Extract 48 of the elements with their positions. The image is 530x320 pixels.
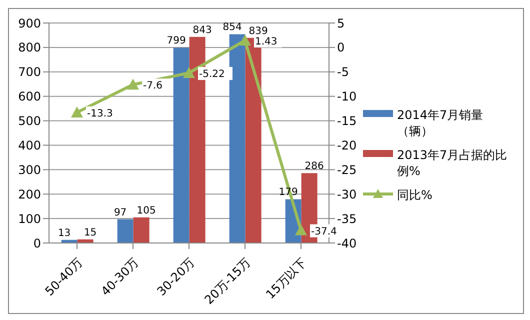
data-label: 15	[84, 227, 97, 238]
y2-tick-label: 0	[337, 40, 345, 55]
data-label: -5.22	[199, 68, 225, 80]
y-tick-label: 200	[18, 187, 41, 202]
data-label: 843	[192, 24, 212, 36]
bar	[229, 34, 246, 243]
y-tick-label: 0	[33, 236, 41, 250]
y2-tick-label: -15	[337, 114, 357, 128]
y-tick-label: 800	[18, 40, 41, 55]
y-tick-label: 900	[18, 16, 41, 30]
data-label: 105	[136, 205, 156, 216]
y2-tick-label: -20	[337, 138, 357, 152]
y2-tick-label: 5	[337, 16, 345, 30]
data-label: 799	[166, 36, 186, 47]
y2-tick-label: -5	[337, 65, 349, 80]
x-tick-label: 20万-15万	[202, 255, 254, 307]
bar	[173, 48, 190, 243]
y-tick-label: 100	[18, 212, 41, 226]
data-label: 1.43	[255, 36, 278, 48]
point	[239, 34, 251, 46]
data-label: 286	[304, 161, 324, 172]
data-label: 854	[222, 22, 242, 34]
bar	[117, 219, 134, 243]
y2-tick-label: -25	[337, 162, 357, 177]
x-tick-label: 15万以下	[263, 255, 310, 302]
point	[183, 66, 195, 78]
data-label: -37.4	[311, 226, 337, 238]
point	[295, 224, 307, 236]
legend-label: 2014年7月销量（辆）	[397, 107, 484, 139]
y2-tick-label: -30	[337, 187, 357, 202]
y-tick-label: 700	[18, 65, 41, 80]
point	[127, 78, 139, 90]
data-label: -13.3	[87, 108, 113, 120]
bar	[133, 217, 150, 243]
y2-tick-label: -10	[337, 90, 357, 104]
data-label: 97	[114, 207, 127, 218]
data-label: -7.6	[143, 80, 163, 92]
y-tick-label: 600	[18, 90, 41, 104]
y2-tick-label: -40	[337, 236, 357, 250]
legend-label: 同比%	[397, 187, 434, 203]
y2-tick-label: -35	[337, 212, 357, 226]
point	[71, 106, 83, 118]
y-tick-label: 300	[18, 162, 41, 177]
data-label: 13	[58, 228, 71, 239]
data-label: 839	[248, 26, 268, 37]
y-tick-label: 500	[18, 114, 41, 128]
legend-label: 2013年7月占据的比例%	[397, 147, 508, 179]
y-tick-label: 400	[18, 138, 41, 152]
